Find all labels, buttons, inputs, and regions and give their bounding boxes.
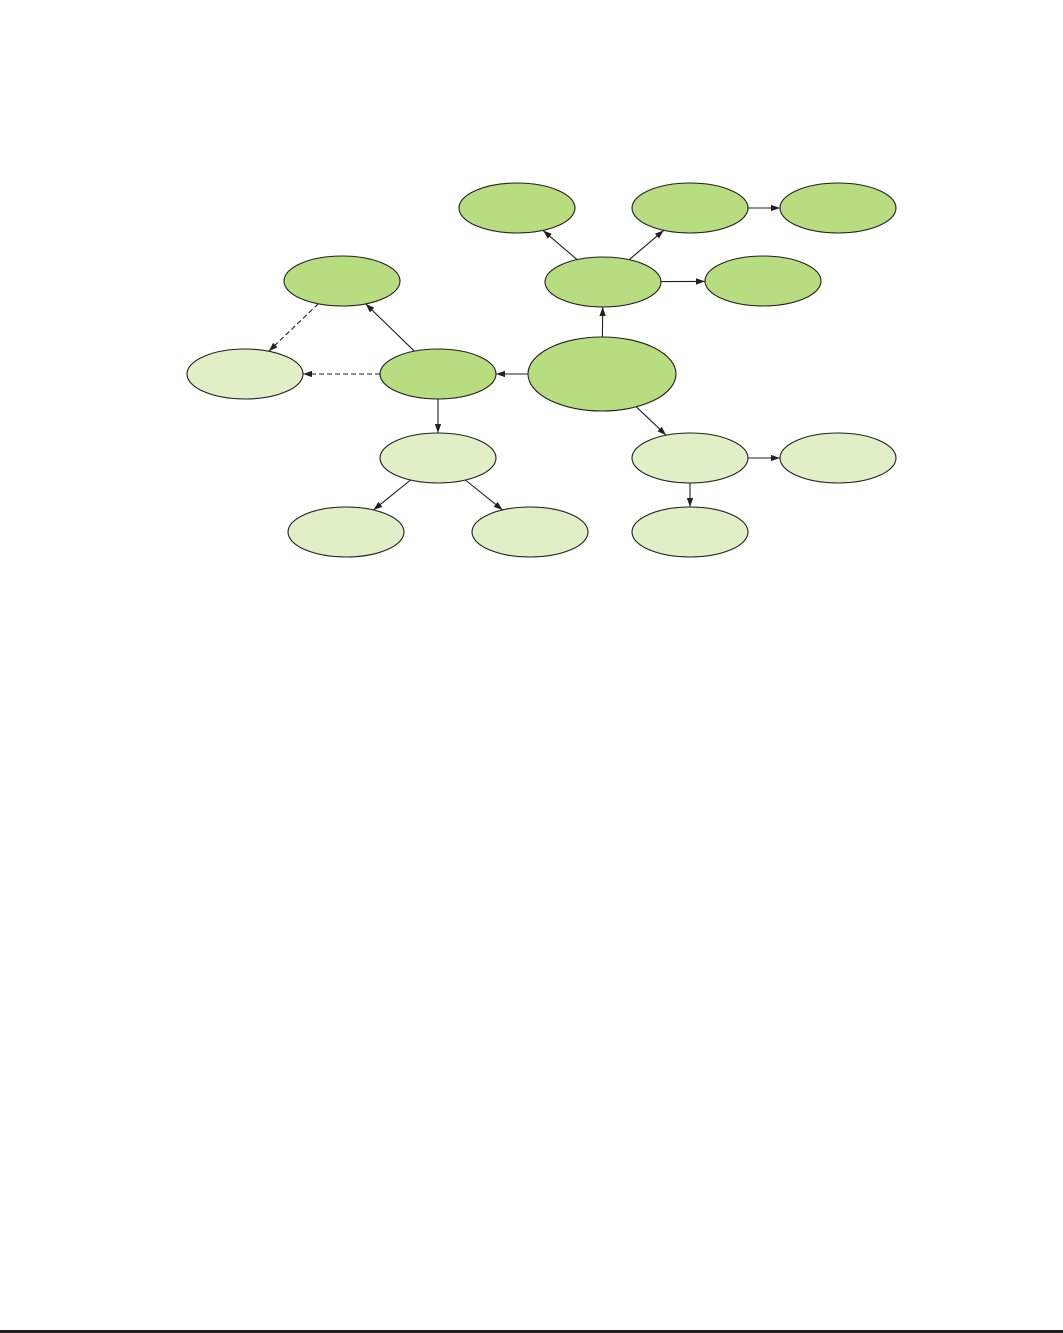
edge-center-to-lower-hub bbox=[635, 406, 667, 436]
node-ellipse-top-left bbox=[458, 182, 576, 234]
node-upper-hub bbox=[544, 256, 662, 308]
node-upper-right bbox=[704, 255, 822, 307]
edge-upper-hub-to-top-left bbox=[542, 229, 578, 261]
page-bottom-rule bbox=[0, 1330, 1063, 1333]
edges-layer bbox=[268, 204, 780, 511]
node-ellipse-center bbox=[527, 336, 677, 412]
node-left-grandchild-a bbox=[287, 506, 405, 558]
node-lower-hub bbox=[631, 432, 749, 484]
node-top-middle bbox=[631, 182, 749, 234]
node-ellipse-left-hub bbox=[379, 348, 497, 400]
node-left-child bbox=[379, 432, 497, 484]
node-ellipse-top-middle bbox=[631, 182, 749, 234]
edge-far-upper-left-to-far-left bbox=[268, 303, 319, 352]
node-left-grandchild-b bbox=[471, 506, 589, 558]
edge-left-child-to-left-grandchild-b bbox=[465, 479, 503, 511]
edge-left-child-to-left-grandchild-a bbox=[373, 479, 411, 511]
nodes-layer bbox=[186, 182, 897, 558]
node-ellipse-lower-right bbox=[779, 432, 897, 484]
node-far-upper-left bbox=[283, 255, 401, 307]
node-ellipse-top-right bbox=[779, 182, 897, 234]
edge-upper-hub-to-top-middle bbox=[628, 229, 665, 261]
node-center bbox=[527, 336, 677, 412]
node-ellipse-far-left bbox=[186, 348, 304, 400]
node-ellipse-left-grandchild-b bbox=[471, 506, 589, 558]
node-far-left bbox=[186, 348, 304, 400]
node-left-hub bbox=[379, 348, 497, 400]
node-ellipse-left-child bbox=[379, 432, 497, 484]
node-lower-child bbox=[631, 506, 749, 558]
node-ellipse-lower-hub bbox=[631, 432, 749, 484]
node-ellipse-far-upper-left bbox=[283, 255, 401, 307]
node-top-left bbox=[458, 182, 576, 234]
node-ellipse-upper-hub bbox=[544, 256, 662, 308]
node-ellipse-lower-child bbox=[631, 506, 749, 558]
node-lower-right bbox=[779, 432, 897, 484]
node-ellipse-upper-right bbox=[704, 255, 822, 307]
node-top-right bbox=[779, 182, 897, 234]
edge-left-hub-to-far-upper-left bbox=[365, 303, 415, 352]
node-ellipse-left-grandchild-a bbox=[287, 506, 405, 558]
